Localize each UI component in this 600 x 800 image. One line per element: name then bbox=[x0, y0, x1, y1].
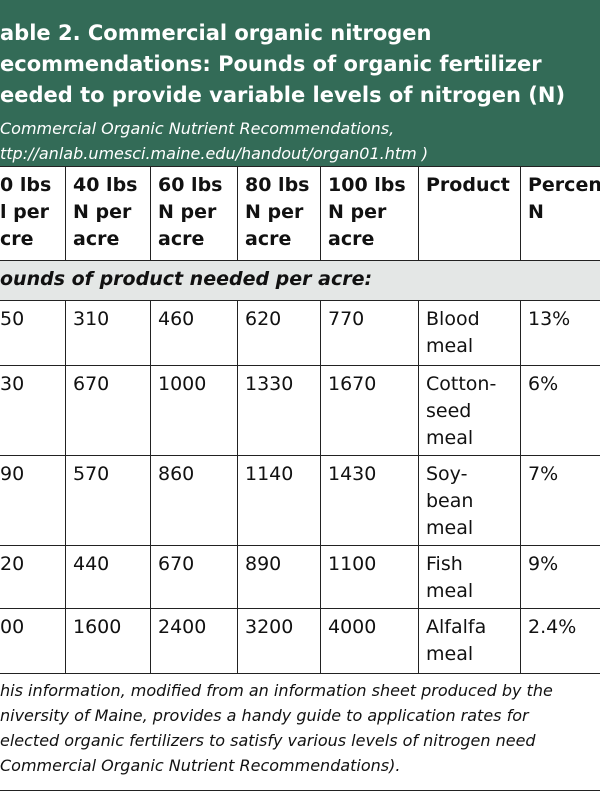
column-header: N per bbox=[158, 201, 217, 223]
col-line bbox=[150, 166, 151, 260]
subheader: ounds of product needed per acre: bbox=[0, 268, 373, 290]
col-line bbox=[418, 166, 419, 260]
cell: 30 bbox=[0, 373, 25, 395]
column-header: 0 lbs bbox=[0, 174, 52, 196]
source-line: Commercial Organic Nutrient Recommendati… bbox=[0, 119, 395, 138]
cell: Cotton- bbox=[426, 373, 497, 395]
cell: 440 bbox=[73, 553, 110, 575]
column-header: 80 lbs bbox=[245, 174, 310, 196]
cell: 7% bbox=[528, 463, 559, 485]
column-header: acre bbox=[73, 228, 120, 250]
column-header: acre bbox=[158, 228, 205, 250]
col-line bbox=[150, 300, 151, 673]
cell: 1000 bbox=[158, 373, 207, 395]
cell: 2.4% bbox=[528, 616, 577, 638]
column-header: acre bbox=[245, 228, 292, 250]
column-header: N per bbox=[245, 201, 304, 223]
cell: 1430 bbox=[328, 463, 377, 485]
column-header: 60 lbs bbox=[158, 174, 223, 196]
footnote-line: Commercial Organic Nutrient Recommendati… bbox=[0, 756, 401, 775]
cell: 3200 bbox=[245, 616, 294, 638]
cell: 50 bbox=[0, 308, 25, 330]
cell: meal bbox=[426, 427, 474, 449]
row-line bbox=[0, 365, 600, 366]
col-line bbox=[237, 166, 238, 260]
cell: bean bbox=[426, 490, 474, 512]
cell: 1100 bbox=[328, 553, 377, 575]
cell: Fish bbox=[426, 553, 463, 575]
header bbox=[0, 0, 600, 166]
subheader-band bbox=[0, 260, 600, 300]
col-line bbox=[520, 166, 521, 260]
cell: 90 bbox=[0, 463, 25, 485]
col-line bbox=[320, 300, 321, 673]
footnote-line: niversity of Maine, provides a handy gui… bbox=[0, 706, 529, 725]
column-header: Percen bbox=[528, 174, 600, 196]
cell: 6% bbox=[528, 373, 559, 395]
row-line bbox=[0, 545, 600, 546]
cell: Blood bbox=[426, 308, 480, 330]
cell: 770 bbox=[328, 308, 365, 330]
cell: 1140 bbox=[245, 463, 294, 485]
column-header: 100 lbs bbox=[328, 174, 406, 196]
column-header: cre bbox=[0, 228, 34, 250]
row-line bbox=[0, 260, 600, 261]
col-line bbox=[520, 300, 521, 673]
cell: meal bbox=[426, 643, 474, 665]
col-line bbox=[65, 300, 66, 673]
column-header: N bbox=[528, 201, 544, 223]
source-line: ttp://anlab.umesci.maine.edu/handout/org… bbox=[0, 144, 429, 163]
cell: 570 bbox=[73, 463, 110, 485]
col-line bbox=[320, 166, 321, 260]
bottom-line bbox=[0, 790, 600, 791]
column-header: 40 lbs bbox=[73, 174, 138, 196]
cell: 4000 bbox=[328, 616, 377, 638]
column-header: Product bbox=[426, 174, 510, 196]
col-line bbox=[65, 166, 66, 260]
cell: meal bbox=[426, 517, 474, 539]
cell: 00 bbox=[0, 616, 25, 638]
col-line bbox=[237, 300, 238, 673]
cell: 2400 bbox=[158, 616, 207, 638]
cell: 460 bbox=[158, 308, 195, 330]
cell: seed bbox=[426, 400, 472, 422]
column-header: l per bbox=[0, 201, 49, 223]
cell: meal bbox=[426, 580, 474, 602]
row-line bbox=[0, 300, 600, 301]
cell: 670 bbox=[158, 553, 195, 575]
footnote-line: his information, modified from an inform… bbox=[0, 681, 553, 700]
column-header: N per bbox=[328, 201, 387, 223]
row-line bbox=[0, 673, 600, 674]
cell: Alfalfa bbox=[426, 616, 487, 638]
column-header: acre bbox=[328, 228, 375, 250]
cell: meal bbox=[426, 335, 474, 357]
title-line: able 2. Commercial organic nitrogen bbox=[0, 21, 432, 45]
cell: 670 bbox=[73, 373, 110, 395]
cell: 20 bbox=[0, 553, 25, 575]
row-line bbox=[0, 455, 600, 456]
row-line bbox=[0, 166, 600, 167]
column-header: N per bbox=[73, 201, 132, 223]
footnote-line: elected organic fertilizers to satisfy v… bbox=[0, 731, 536, 750]
row-line bbox=[0, 608, 600, 609]
col-line bbox=[418, 300, 419, 673]
cell: Soy- bbox=[426, 463, 468, 485]
cell: 860 bbox=[158, 463, 195, 485]
cell: 620 bbox=[245, 308, 282, 330]
cell: 310 bbox=[73, 308, 110, 330]
cell: 13% bbox=[528, 308, 571, 330]
cell: 9% bbox=[528, 553, 559, 575]
cell: 1600 bbox=[73, 616, 122, 638]
cell: 1330 bbox=[245, 373, 294, 395]
title-line: eeded to provide variable levels of nitr… bbox=[0, 83, 566, 107]
cell: 1670 bbox=[328, 373, 377, 395]
title-line: ecommendations: Pounds of organic fertil… bbox=[0, 52, 542, 76]
cell: 890 bbox=[245, 553, 282, 575]
